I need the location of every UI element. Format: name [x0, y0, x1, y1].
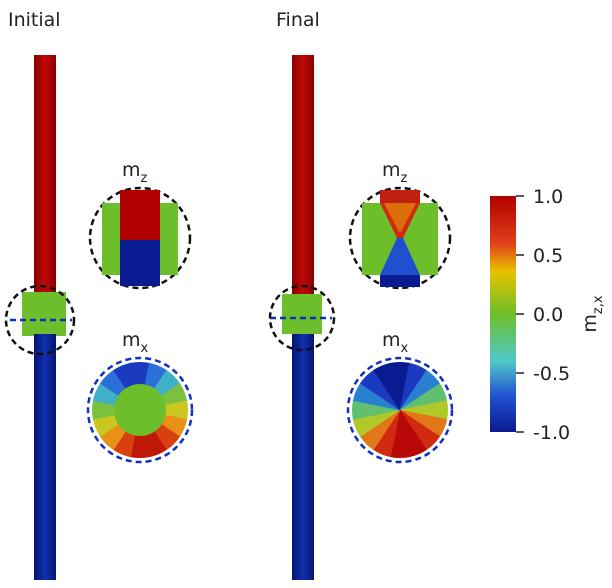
- colorbar-label: mz,x: [579, 295, 606, 332]
- figure: Initial Final mz mx mz mx 1.0 0.5 0.0 -0.5 -…: [0, 0, 612, 588]
- rod-disk: [282, 294, 322, 334]
- mz-top: [380, 190, 420, 203]
- colorbar-tick-label: 0.5: [533, 245, 563, 267]
- colorbar-tick-label: -1.0: [533, 422, 570, 444]
- mx-label: mx: [122, 329, 149, 356]
- colorbar-ticks: 1.0 0.5 0.0 -0.5 -1.0: [516, 186, 570, 444]
- mz-label: mz: [382, 159, 408, 186]
- panel-title: Initial: [8, 9, 61, 31]
- mz-top: [120, 190, 160, 240]
- mx-core: [114, 384, 166, 436]
- mz-label: mz: [122, 159, 148, 186]
- colorbar-tick-label: -0.5: [533, 363, 570, 385]
- mz-bottom: [120, 240, 160, 286]
- rod-bottom: [292, 334, 314, 580]
- colorbar-tick-label: 1.0: [533, 186, 563, 208]
- mx-wheel: [340, 350, 460, 470]
- panel-title: Final: [276, 9, 320, 31]
- rod-top: [292, 55, 314, 295]
- rod-top: [34, 55, 56, 295]
- rod-bottom: [34, 334, 56, 580]
- mz-bottom: [380, 275, 420, 287]
- colorbar-tick-label: 0.0: [533, 304, 563, 326]
- mx-label: mx: [382, 329, 409, 356]
- colorbar: [490, 196, 516, 432]
- rod-disk: [22, 292, 66, 336]
